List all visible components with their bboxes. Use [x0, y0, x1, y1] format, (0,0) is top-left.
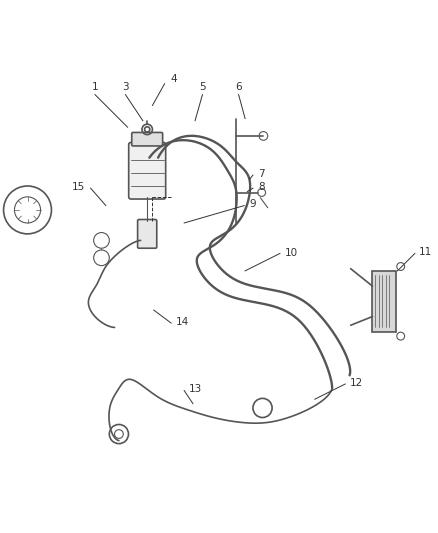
Text: 12: 12 — [350, 378, 363, 387]
FancyBboxPatch shape — [129, 142, 166, 199]
FancyBboxPatch shape — [138, 220, 157, 248]
Bar — [372, 271, 396, 332]
Text: 11: 11 — [418, 247, 431, 257]
Text: 4: 4 — [170, 74, 177, 84]
Text: 15: 15 — [72, 182, 85, 192]
Text: 8: 8 — [258, 182, 265, 192]
Text: 9: 9 — [250, 199, 256, 209]
Text: 7: 7 — [258, 169, 265, 179]
Text: 6: 6 — [235, 83, 242, 92]
FancyBboxPatch shape — [132, 133, 162, 146]
Text: 5: 5 — [199, 83, 206, 92]
Text: 3: 3 — [122, 83, 129, 92]
Text: 14: 14 — [176, 317, 189, 327]
Text: 10: 10 — [285, 247, 298, 257]
Text: 1: 1 — [92, 83, 98, 92]
Text: 13: 13 — [188, 384, 202, 394]
